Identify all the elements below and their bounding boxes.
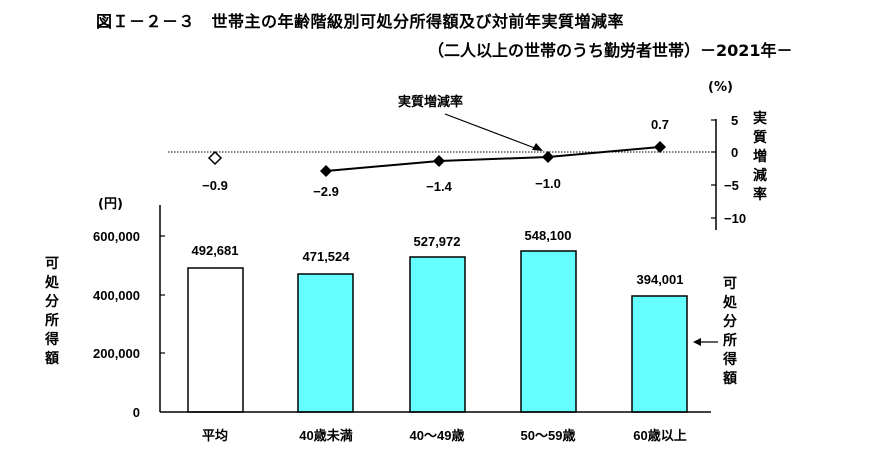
category-label: 平均 [202, 428, 228, 443]
rate-marker [320, 165, 332, 177]
bar-value-label: 492,681 [192, 243, 239, 258]
category-label: 40歳未満 [299, 428, 352, 443]
chart-title: 図Ｉ－２－３ 世帯主の年齢階級別可処分所得額及び対前年実質増減率 [96, 12, 625, 31]
bar-40-49 [409, 256, 466, 413]
yen-unit-label: (円) [98, 197, 123, 212]
rate-label: 0.7 [651, 117, 669, 132]
category-label: 60歳以上 [633, 428, 686, 443]
bar-60-over [631, 295, 688, 413]
rate-callout-label: 実質増減率 [398, 94, 463, 109]
callout-arrowhead [532, 143, 543, 151]
rate-tick-5: 5 [731, 113, 738, 128]
rate-tick-minus5: −5 [724, 178, 739, 193]
legend-arrowhead [693, 338, 701, 346]
rate-axis-title: 実 質 増 減 率 [753, 111, 767, 203]
category-label: 50～59歳 [521, 428, 576, 443]
rate-label: −0.9 [202, 178, 228, 193]
rate-label: −2.9 [313, 184, 339, 199]
avg-rate-marker [207, 150, 223, 166]
bar-value-label: 548,100 [525, 228, 572, 243]
rate-marker [654, 141, 666, 153]
income-tick: 0 [133, 405, 140, 420]
bar-value-label: 394,001 [637, 272, 684, 287]
chart-subtitle: （二人以上の世帯のうち勤労者世帯）－2021年－ [428, 41, 793, 60]
rate-tick-0: 0 [731, 145, 738, 160]
income-right-legend: 可 処 分 所 得 額 [723, 276, 737, 387]
bar-average [187, 267, 244, 413]
rate-marker [433, 155, 445, 167]
income-tick: 400,000 [93, 288, 140, 303]
income-tick: 200,000 [93, 346, 140, 361]
rate-unit-label: (%) [708, 80, 733, 95]
category-label: 40～49歳 [410, 428, 465, 443]
rate-label: −1.0 [535, 176, 561, 191]
rate-line [325, 146, 661, 172]
rate-label: −1.4 [426, 179, 452, 194]
callout-arrow [444, 113, 541, 151]
rate-tick-minus10: −10 [724, 211, 746, 226]
bar-50-59 [520, 250, 577, 413]
bar-value-label: 527,972 [414, 234, 461, 249]
income-axis-title: 可 処 分 所 得 額 [45, 256, 59, 367]
bar-under-40 [297, 273, 354, 413]
bar-value-label: 471,524 [303, 249, 351, 264]
rate-marker [542, 151, 554, 163]
income-tick: 600,000 [93, 229, 140, 244]
